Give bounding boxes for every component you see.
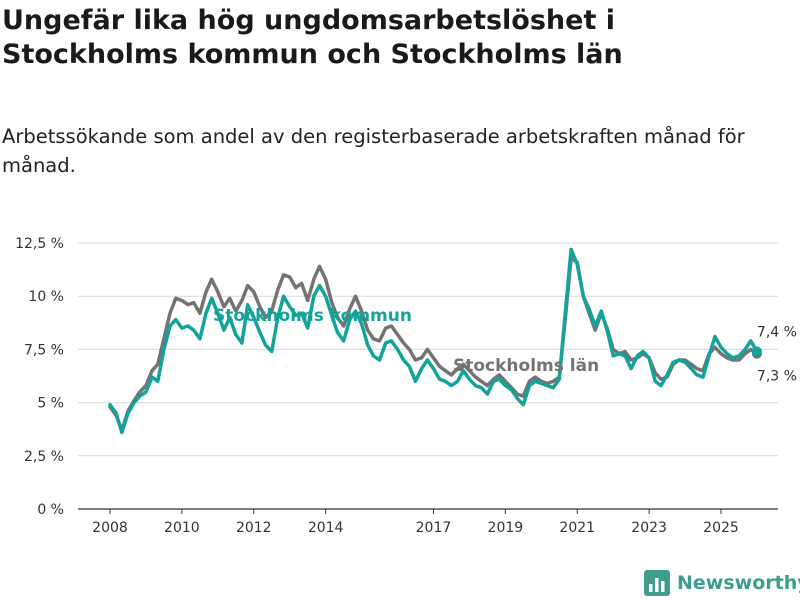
x-tick-label: 2014 — [308, 520, 344, 536]
series-label-stockholms-lan: Stockholms län — [453, 356, 599, 376]
chart-title: Ungefär lika hög ungdomsarbetslöshet i S… — [2, 5, 623, 70]
y-tick-label: 12,5 % — [15, 236, 64, 252]
bar-chart-icon — [644, 570, 670, 596]
y-tick-label: 5 % — [37, 396, 64, 412]
x-tick-label: 2025 — [703, 520, 739, 536]
y-tick-label: 0 % — [37, 502, 64, 518]
x-tick-label: 2008 — [92, 520, 128, 536]
series-label-stockholms-kommun: Stockholms kommun — [213, 306, 412, 326]
y-axis-ticks: 0 % 2,5 % 5 % 7,5 % 10 % 12,5 % — [15, 236, 64, 518]
x-tick-label: 2012 — [236, 520, 272, 536]
y-tick-label: 10 % — [28, 289, 64, 305]
x-tick-label: 2010 — [164, 520, 200, 536]
x-tick-label: 2021 — [559, 520, 595, 536]
series-line-stockholms-lan — [108, 256, 759, 433]
y-tick-label: 7,5 % — [24, 342, 64, 358]
end-label-stockholms-kommun: 7,4 % — [757, 325, 797, 341]
x-tick-label: 2017 — [416, 520, 452, 536]
logo-text: Newsworthy — [677, 572, 800, 594]
series-line-stockholms-kommun-end-marker — [751, 346, 762, 357]
series-lines — [108, 247, 762, 435]
chart-subtitle: Arbetssökande som andel av den registerb… — [2, 125, 745, 177]
newsworthy-logo: Newsworthy — [644, 568, 800, 598]
y-tick-label: 2,5 % — [24, 449, 64, 465]
x-tick-label: 2019 — [488, 520, 524, 536]
x-axis: 2008 2010 2012 2014 2017 2019 2021 2023 2025 — [78, 508, 778, 536]
series-line-stockholms-kommun — [108, 247, 759, 435]
end-label-stockholms-lan: 7,3 % — [757, 369, 797, 385]
x-tick-label: 2023 — [631, 520, 667, 536]
